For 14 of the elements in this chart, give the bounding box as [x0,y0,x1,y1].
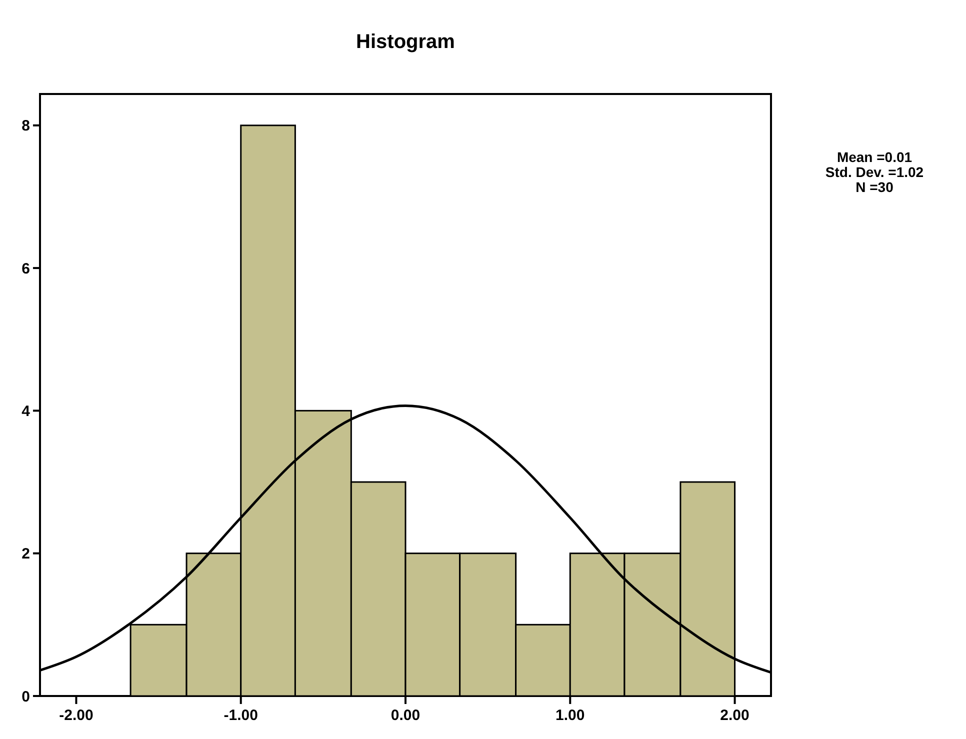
y-tick-label: 6 [22,260,30,278]
y-tick-label: 8 [22,118,30,135]
y-tick-label: 2 [22,546,30,563]
x-tick-label: 1.00 [556,707,585,724]
text: Std. Dev. =1.02 [825,164,924,180]
chart-title: Histogram [356,31,455,53]
x-tick-label: 0.00 [390,707,420,724]
x-tick-label: -2.00 [59,707,94,724]
x-tick-label: 2.00 [720,707,750,724]
y-tick-label: 0 [22,688,30,706]
text: Mean =0.01 [836,149,912,165]
text: N =30 [856,179,894,195]
y-tick-label: 4 [22,402,31,420]
x-tick-label: -1.00 [224,707,258,724]
